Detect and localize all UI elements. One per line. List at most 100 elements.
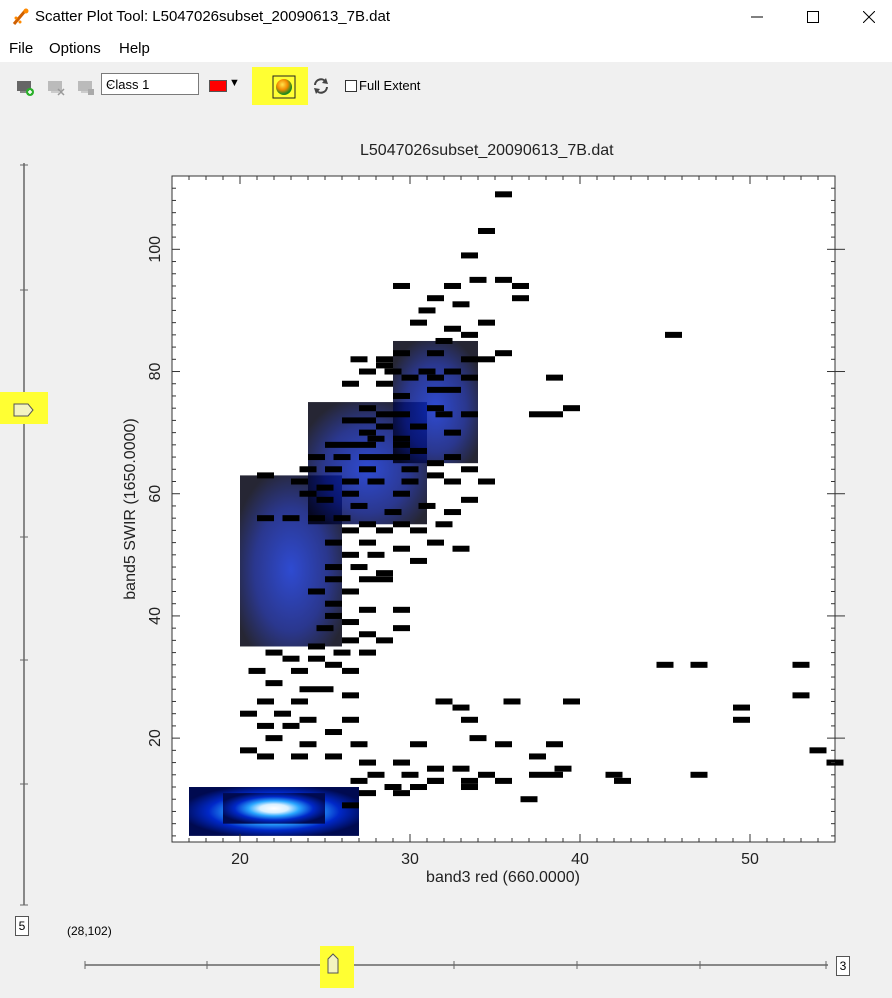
scatter-point: [376, 454, 393, 461]
scatter-point: [563, 405, 580, 412]
scatter-point: [393, 606, 410, 613]
x-tick-label: 30: [401, 851, 419, 868]
scatter-point: [367, 771, 385, 778]
close-button[interactable]: [846, 0, 892, 34]
scatter-point: [461, 374, 478, 381]
scatter-point: [393, 392, 410, 399]
scatter-point: [282, 515, 300, 522]
left-slider-thumb[interactable]: [13, 403, 34, 417]
x-tick-label: 50: [741, 851, 759, 868]
scatter-point: [461, 777, 478, 784]
scatter-point: [316, 625, 334, 632]
scatter-point: [452, 765, 470, 772]
scatter-point: [342, 716, 359, 723]
scatter-point: [427, 350, 444, 357]
chart-title: L5047026subset_20090613_7B.dat: [360, 142, 614, 159]
scatter-point: [291, 667, 308, 674]
scatter-point: [325, 539, 342, 546]
minimize-button[interactable]: [734, 0, 780, 34]
scatter-point: [461, 356, 478, 363]
refresh-icon[interactable]: [311, 76, 331, 96]
color-dropdown-icon[interactable]: ▼: [229, 77, 240, 89]
scatter-point: [461, 784, 478, 791]
scatter-point: [342, 802, 359, 809]
scatter-point: [461, 252, 478, 259]
scatter-point: [452, 704, 470, 711]
scatter-point: [333, 454, 351, 461]
scatter-point: [427, 777, 444, 784]
class-select[interactable]: Class 1 ⌄: [101, 73, 199, 95]
window-title: Scatter Plot Tool: L5047026subset_200906…: [35, 8, 391, 25]
scatter-point: [410, 447, 427, 454]
scatter-point: [469, 735, 487, 742]
scatter-point: [393, 350, 410, 357]
scatter-point: [350, 502, 368, 509]
scatter-point: [665, 331, 682, 338]
bottom-slider-thumb[interactable]: [327, 953, 339, 974]
scatter-point: [529, 411, 546, 418]
scatter-point: [367, 551, 385, 558]
delete-class-icon[interactable]: [46, 77, 66, 97]
scatter-point: [316, 496, 334, 503]
scatter-point: [690, 661, 708, 668]
scatter-point: [554, 765, 572, 772]
scatter-point: [427, 405, 444, 412]
y-axis-label: band5 SWIR (1650.0000): [122, 418, 139, 599]
scatter-point: [444, 368, 461, 375]
scatter-point: [257, 698, 274, 705]
scatter-point: [733, 716, 750, 723]
scatter-point: [605, 771, 623, 778]
scatter-point: [342, 588, 359, 595]
menu-options[interactable]: Options: [49, 40, 101, 57]
scatter-point: [461, 496, 478, 503]
clear-class-icon[interactable]: [76, 77, 96, 97]
scatter-point: [325, 612, 342, 619]
scatter-point: [316, 686, 334, 693]
scatter-point: [350, 741, 368, 748]
full-extent-checkbox[interactable]: [345, 80, 357, 92]
scatter-point: [614, 777, 631, 784]
scatter-point: [342, 551, 359, 558]
scatter-point: [308, 588, 325, 595]
menu-file[interactable]: File: [9, 40, 34, 57]
scatter-point: [342, 619, 359, 626]
add-class-icon[interactable]: [15, 77, 35, 97]
scatter-point: [427, 386, 444, 393]
y-tick-label: 100: [147, 236, 164, 263]
close-icon: [863, 11, 875, 23]
scatter-point: [325, 729, 342, 736]
tick-labels: 20 30 40 50 20 40 60 80 100: [147, 236, 759, 868]
scatter-point: [282, 655, 300, 662]
scatter-point: [435, 698, 453, 705]
scatter-point: [452, 545, 470, 552]
scatter-point: [342, 490, 359, 497]
class-color-swatch[interactable]: [209, 80, 227, 92]
scatter-point: [410, 741, 427, 748]
scatter-point: [265, 735, 283, 742]
scatter-point: [410, 527, 427, 534]
scatter-point: [359, 576, 376, 583]
scatter-point: [299, 490, 317, 497]
x-tick-label: 20: [231, 851, 249, 868]
scatter-point: [427, 295, 444, 302]
chevron-down-icon: ⌄: [106, 78, 115, 89]
menu-help[interactable]: Help: [119, 40, 150, 57]
left-slider-value: 5: [15, 916, 29, 936]
maximize-button[interactable]: [790, 0, 836, 34]
scatter-point: [291, 698, 308, 705]
density-slice-icon[interactable]: [272, 75, 296, 99]
scatter-point: [495, 350, 512, 357]
scatter-point: [350, 356, 368, 363]
scatter-point: [342, 637, 359, 644]
scatter-point: [461, 331, 478, 338]
scatter-point: [656, 661, 674, 668]
scatter-point: [376, 570, 393, 577]
scatter-point: [401, 478, 419, 485]
scatter-point: [376, 411, 393, 418]
scatter-point: [512, 282, 529, 289]
x-tick-label: 40: [571, 851, 589, 868]
title-bar: Scatter Plot Tool: L5047026subset_200906…: [0, 0, 892, 34]
scatter-point: [291, 753, 308, 760]
scatter-point: [384, 509, 402, 516]
